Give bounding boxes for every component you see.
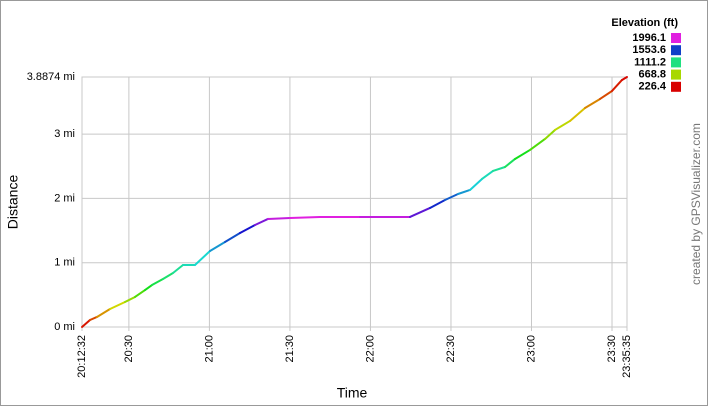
legend-swatch (671, 81, 681, 92)
legend-label: 668.8 (638, 69, 666, 81)
track-segment (95, 307, 112, 318)
x-tick-label: 20:30 (123, 335, 135, 363)
track-segment (514, 148, 532, 160)
x-tick-label: 21:30 (284, 335, 296, 363)
track-segment (480, 169, 495, 180)
track-segment (109, 300, 126, 310)
track-segment (266, 216, 292, 220)
track-segment (544, 128, 557, 140)
x-tick-label: 21:00 (203, 335, 215, 363)
credit: created by GPSVisualizer.com (689, 123, 703, 285)
track-segment (134, 289, 147, 298)
track-segment (469, 177, 483, 191)
track-segment (172, 264, 184, 274)
legend-swatch (671, 69, 681, 80)
y-tick-label: 1 mi (54, 257, 75, 269)
track-segment (223, 231, 242, 243)
track-segment (161, 271, 175, 280)
x-tick-label: 22:00 (364, 335, 376, 363)
track-segment (569, 106, 587, 122)
y-tick-label: 3.8874 mi (27, 71, 75, 83)
x-tick-label: 23:35:35 (621, 335, 633, 378)
track-segment (504, 157, 517, 168)
track-segment (409, 206, 432, 218)
track-segment (611, 78, 623, 92)
legend-label: 226.4 (638, 81, 666, 93)
track-segment (492, 165, 507, 172)
track-segment (80, 318, 91, 328)
legend-swatch (671, 33, 681, 43)
legend-title: Elevation (ft) (611, 17, 678, 29)
track-segment (599, 89, 614, 100)
y-tick-label: 2 mi (54, 192, 75, 204)
track-segment (239, 224, 257, 234)
legend-label: 1996.1 (632, 32, 666, 44)
y-tick-label: 3 mi (54, 128, 75, 140)
track-segment (444, 193, 460, 201)
legend-label: 1111.2 (634, 56, 666, 68)
track-segment (254, 217, 269, 227)
track-segment (88, 315, 98, 321)
x-axis-label: Time (337, 385, 368, 401)
x-tick-label: 20:12:32 (76, 335, 88, 378)
y-axis-label: Distance (5, 175, 21, 230)
legend-swatch (671, 57, 681, 68)
legend-swatch (671, 45, 681, 56)
track-segment (554, 119, 572, 131)
x-tick-label: 22:30 (445, 335, 457, 363)
track-segment (529, 137, 547, 151)
track-segment (208, 240, 226, 252)
track-segment (144, 284, 153, 292)
x-tick-label: 23:30 (606, 335, 618, 363)
track-segment (457, 188, 472, 196)
track-segment (150, 277, 164, 287)
legend-label: 1553.6 (632, 44, 666, 56)
track-segment (584, 97, 602, 109)
y-tick-label: 0 mi (54, 321, 75, 333)
track-segment (620, 76, 628, 81)
track-segment (289, 215, 322, 219)
track-segment (123, 295, 137, 303)
track-segment (429, 198, 447, 209)
x-tick-label: 23:00 (525, 335, 537, 363)
track-segment (193, 249, 211, 267)
